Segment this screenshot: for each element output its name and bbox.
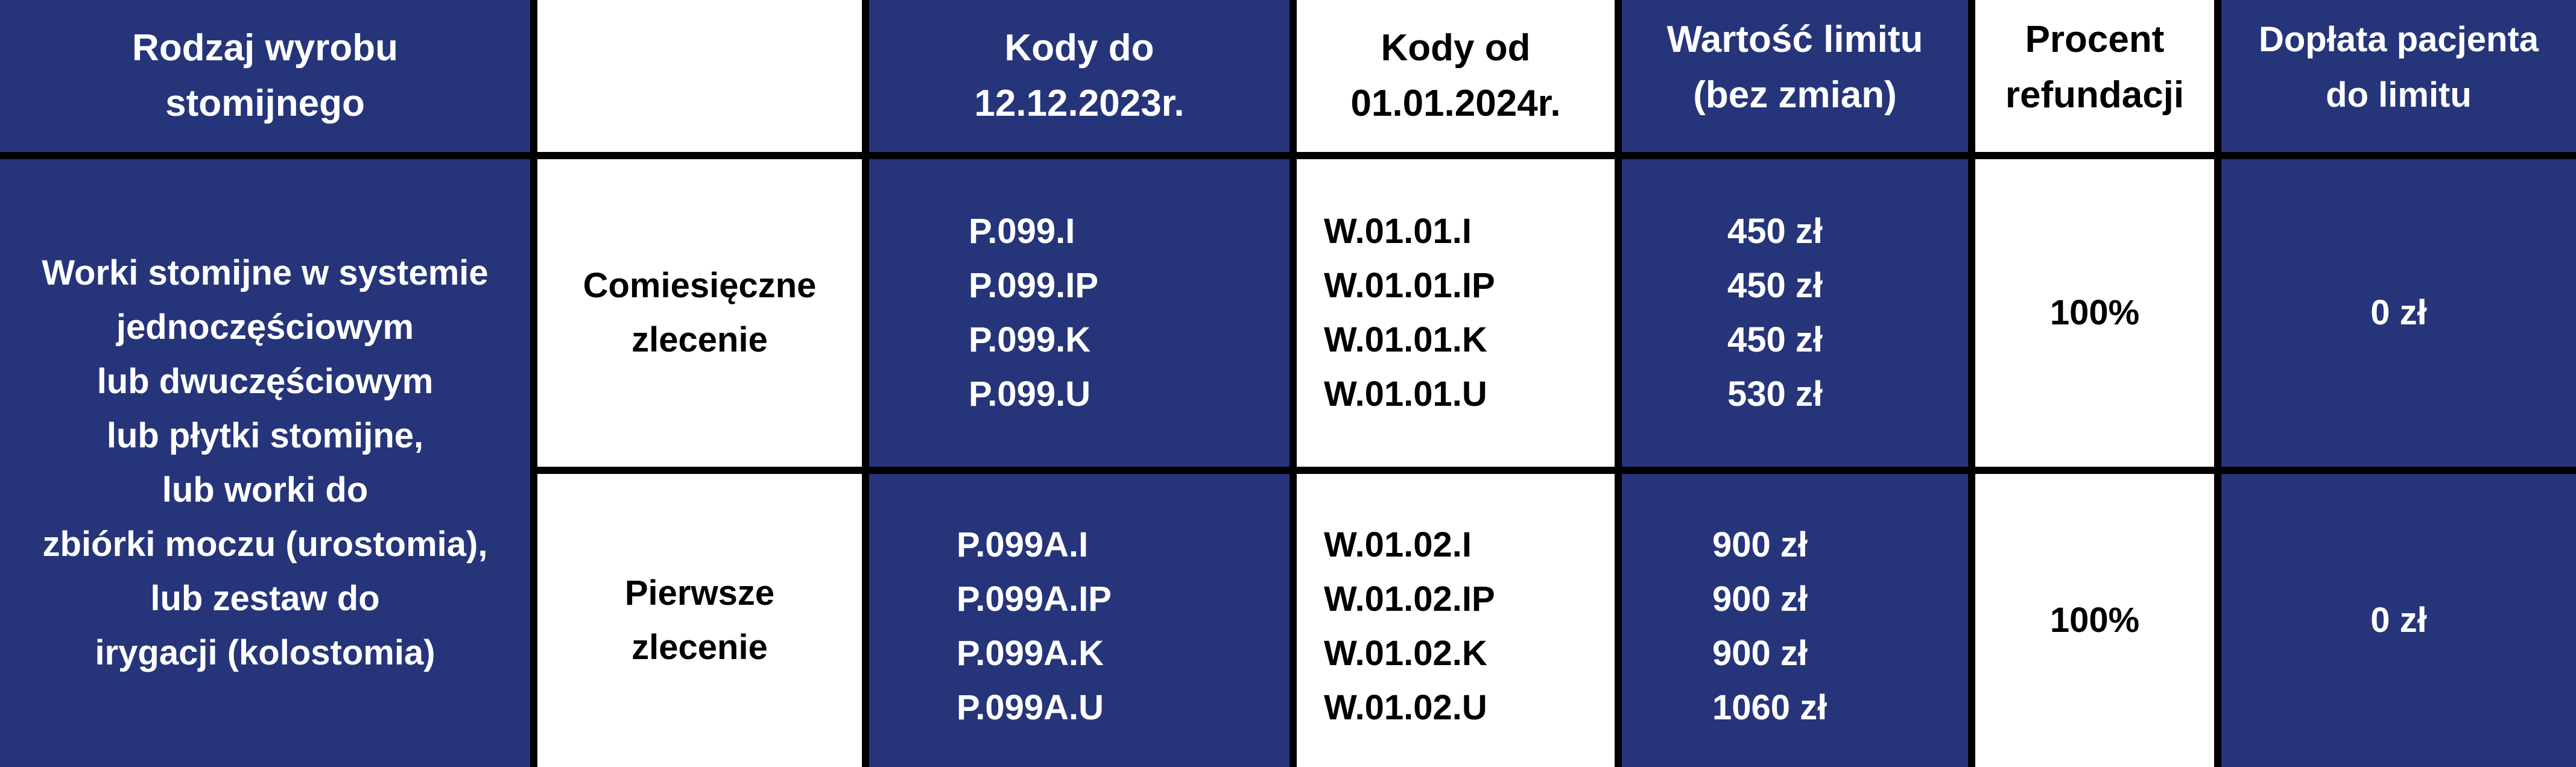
header-limit-value: Wartość limitu (bez zmian) [1622, 0, 1968, 152]
header-text: (bez zmian) [1693, 74, 1897, 116]
limit-text: 1060 zł [1712, 688, 1828, 727]
code-text: W.01.02.IP [1324, 579, 1495, 619]
row2-refund-percent: 100% [1975, 474, 2214, 767]
copay-text: 0 zł [2370, 601, 2427, 640]
description-line: lub dwuczęściowym [97, 362, 434, 401]
order-type-text: zlecenie [631, 628, 768, 667]
code-text: P.099.IP [969, 266, 1099, 305]
code-text: W.01.02.I [1324, 525, 1472, 564]
description-line: lub zestaw do [150, 579, 380, 618]
header-text: stomijnego [165, 83, 365, 124]
limit-text: 900 zł [1712, 579, 1808, 619]
code-text: W.01.02.U [1324, 688, 1487, 727]
description-line: irygacji (kolostomia) [95, 633, 435, 672]
refund-text: 100% [2049, 601, 2140, 640]
header-codes-new: Kody od 01.01.2024r. [1297, 0, 1615, 152]
row1-codes-new: W.01.01.I W.01.01.IP W.01.01.K W.01.01.U [1297, 159, 1615, 467]
header-empty [537, 0, 862, 152]
row2-codes-new: W.01.02.I W.01.02.IP W.01.02.K W.01.02.U [1297, 474, 1615, 767]
order-type-text: Comiesięczne [583, 266, 817, 305]
code-text: W.01.01.IP [1324, 266, 1495, 305]
code-text: P.099A.IP [957, 579, 1112, 619]
header-patient-copay: Dopłata pacjenta do limitu [2221, 0, 2576, 152]
header-text: Rodzaj wyrobu [132, 27, 398, 69]
code-text: W.01.01.U [1324, 374, 1487, 414]
header-text: 12.12.2023r. [974, 83, 1185, 124]
row1-limits: 450 zł 450 zł 450 zł 530 zł [1622, 159, 1968, 467]
header-product-type: Rodzaj wyrobu stomijnego [0, 0, 530, 152]
description-line: lub worki do [162, 470, 369, 510]
limit-text: 450 zł [1727, 320, 1823, 359]
order-type-text: Pierwsze [624, 573, 775, 613]
code-text: P.099A.K [957, 634, 1104, 673]
limit-text: 450 zł [1727, 212, 1823, 251]
header-text: Kody do [1004, 27, 1154, 69]
code-text: P.099.I [969, 212, 1075, 251]
header-codes-old: Kody do 12.12.2023r. [869, 0, 1290, 152]
row1-patient-copay: 0 zł [2221, 159, 2576, 467]
row2-patient-copay: 0 zł [2221, 474, 2576, 767]
row1-refund-percent: 100% [1975, 159, 2214, 467]
header-text: Procent [2025, 19, 2165, 60]
header-text: do limitu [2326, 75, 2472, 115]
header-refund-percent: Procent refundacji [1975, 0, 2214, 152]
code-text: W.01.01.K [1324, 320, 1487, 359]
copay-text: 0 zł [2370, 293, 2427, 332]
header-text: refundacji [2005, 74, 2185, 116]
header-text: Kody od [1381, 27, 1531, 69]
row1-order-type: Comiesięczne zlecenie [537, 159, 862, 467]
row2-limits: 900 zł 900 zł 900 zł 1060 zł [1622, 474, 1968, 767]
row2-codes-old: P.099A.I P.099A.IP P.099A.K P.099A.U [869, 474, 1290, 767]
header-text: 01.01.2024r. [1350, 83, 1561, 124]
description-line: jednoczęściowym [116, 308, 414, 347]
code-text: W.01.02.K [1324, 634, 1487, 673]
description-line: Worki stomijne w systemie [42, 253, 489, 292]
product-description: Worki stomijne w systemie jednoczęściowy… [0, 159, 530, 767]
code-text: P.099.U [969, 374, 1091, 414]
header-text: Wartość limitu [1666, 19, 1923, 60]
description-line: zbiórki moczu (urostomia), [42, 525, 488, 564]
row2-order-type: Pierwsze zlecenie [537, 474, 862, 767]
limit-text: 900 zł [1712, 525, 1808, 564]
code-text: P.099A.U [957, 688, 1104, 727]
code-text: P.099A.I [957, 525, 1089, 564]
header-text: Dopłata pacjenta [2258, 20, 2539, 59]
order-type-text: zlecenie [631, 320, 768, 359]
limit-text: 530 zł [1727, 374, 1823, 414]
description-line: lub płytki stomijne, [106, 416, 424, 455]
code-text: W.01.01.I [1324, 212, 1472, 251]
refund-text: 100% [2049, 293, 2140, 332]
row1-codes-old: P.099.I P.099.IP P.099.K P.099.U [869, 159, 1290, 467]
limit-text: 450 zł [1727, 266, 1823, 305]
limit-text: 900 zł [1712, 634, 1808, 673]
code-text: P.099.K [969, 320, 1091, 359]
